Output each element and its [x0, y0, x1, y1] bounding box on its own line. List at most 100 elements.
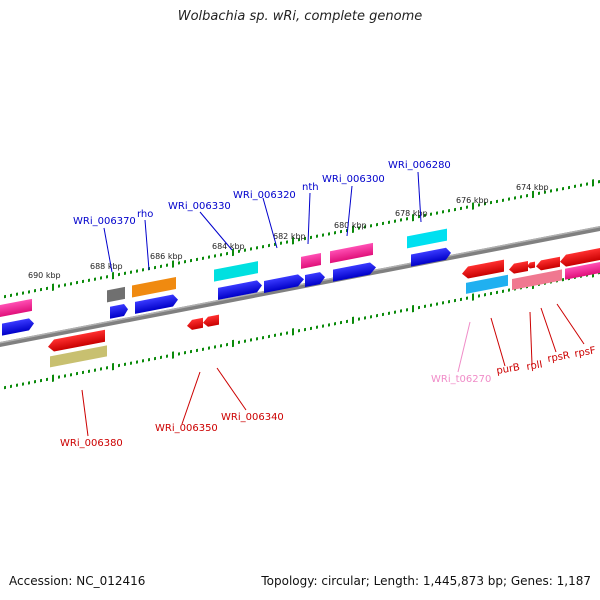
gene-label-writ06270[interactable]: WRi_t06270	[431, 374, 491, 385]
minor-tick	[280, 241, 282, 245]
minor-tick	[562, 277, 564, 282]
major-tick	[412, 304, 414, 313]
minor-tick	[94, 368, 96, 372]
minor-tick	[460, 297, 462, 302]
minor-tick	[526, 193, 528, 198]
gene-arrow[interactable]	[48, 329, 105, 353]
gene-label-wri006370[interactable]: WRi_006370	[73, 216, 136, 227]
minor-tick	[424, 213, 426, 218]
gene-arrow[interactable]	[203, 314, 219, 328]
minor-tick	[448, 300, 450, 304]
minor-tick	[10, 293, 12, 298]
scale-label: 682 kbp	[273, 232, 306, 241]
minor-tick	[136, 269, 138, 273]
gene-arrow[interactable]	[509, 260, 528, 275]
gene-arrow[interactable]	[187, 317, 203, 331]
gene-arrow[interactable]	[2, 317, 34, 336]
minor-tick	[268, 243, 270, 248]
leader-line	[346, 185, 353, 237]
minor-tick	[298, 329, 300, 333]
gene-arrow[interactable]	[527, 261, 535, 270]
minor-tick	[226, 251, 228, 256]
major-tick	[232, 248, 234, 257]
gene-label-wri006330[interactable]: WRi_006330	[168, 201, 231, 212]
gene-block[interactable]	[565, 262, 600, 280]
gene-label-wri006340[interactable]: WRi_006340	[221, 412, 284, 423]
minor-tick	[508, 197, 510, 201]
minor-tick	[448, 209, 450, 213]
gene-arrow[interactable]	[305, 271, 325, 288]
gene-arrow[interactable]	[462, 259, 504, 280]
gene-label-wri006300[interactable]: WRi_006300	[322, 174, 385, 185]
leader-line	[199, 211, 233, 251]
minor-tick	[304, 327, 306, 332]
gene-arrow[interactable]	[560, 248, 600, 268]
gene-block[interactable]	[301, 252, 321, 269]
minor-tick	[208, 346, 210, 350]
minor-tick	[244, 339, 246, 343]
gene-block[interactable]	[50, 345, 107, 368]
gene-arrow[interactable]	[110, 303, 128, 319]
scale-label: 676 kbp	[456, 196, 489, 205]
gene-arrow[interactable]	[135, 294, 178, 314]
gene-label-nth[interactable]: nth	[302, 182, 319, 193]
minor-tick	[220, 253, 222, 257]
major-tick	[52, 283, 54, 291]
gene-label-rpsr[interactable]: rpsR	[547, 350, 571, 365]
gene-block[interactable]	[512, 269, 562, 291]
minor-tick	[166, 263, 168, 267]
minor-tick	[262, 244, 264, 249]
scale-label: 690 kbp	[28, 271, 61, 280]
minor-tick	[178, 352, 180, 356]
minor-tick	[244, 248, 246, 252]
gene-arrow[interactable]	[536, 256, 560, 272]
gene-block[interactable]	[107, 286, 125, 303]
minor-tick	[280, 332, 282, 336]
gene-block[interactable]	[330, 242, 373, 264]
minor-tick	[142, 359, 144, 363]
minor-tick	[562, 186, 564, 191]
gene-label-rpli[interactable]: rplI	[526, 359, 544, 373]
gene-arrow[interactable]	[218, 279, 262, 300]
minor-tick	[190, 349, 192, 354]
minor-tick	[568, 185, 570, 190]
major-tick	[292, 328, 294, 336]
minor-tick	[262, 335, 264, 340]
minor-tick	[538, 191, 540, 196]
minor-tick	[364, 316, 366, 320]
gene-block[interactable]	[466, 274, 508, 294]
minor-tick	[58, 284, 60, 288]
gene-label-wri006380[interactable]: WRi_006380	[60, 438, 123, 449]
gene-label-wri006350[interactable]: WRi_006350	[155, 423, 218, 434]
major-tick	[532, 190, 534, 199]
gene-block[interactable]	[0, 298, 32, 317]
minor-tick	[328, 323, 330, 327]
leader-line	[181, 371, 201, 425]
minor-tick	[310, 326, 312, 331]
minor-tick	[268, 334, 270, 339]
gene-arrow[interactable]	[411, 247, 451, 267]
minor-tick	[28, 381, 30, 385]
minor-tick	[556, 188, 558, 192]
minor-tick	[208, 255, 210, 259]
minor-tick	[376, 313, 378, 318]
minor-tick	[196, 257, 198, 262]
gene-block[interactable]	[132, 276, 176, 298]
gene-block[interactable]	[407, 228, 447, 249]
gene-block[interactable]	[214, 261, 258, 282]
scale-label: 678 kbp	[395, 209, 428, 218]
minor-tick	[22, 291, 24, 295]
minor-tick	[124, 362, 126, 367]
minor-tick	[502, 198, 504, 202]
gene-label-rho[interactable]: rho	[137, 209, 153, 220]
gene-arrow[interactable]	[333, 261, 376, 282]
gene-arrow[interactable]	[264, 273, 304, 293]
gene-label-wri006280[interactable]: WRi_006280	[388, 160, 451, 171]
minor-tick	[250, 247, 252, 251]
minor-tick	[454, 298, 456, 303]
minor-tick	[376, 222, 378, 227]
major-tick	[412, 213, 414, 222]
gene-label-rpsf[interactable]: rpsF	[574, 345, 597, 360]
gene-label-purb[interactable]: purB	[496, 362, 521, 377]
gene-label-wri006320[interactable]: WRi_006320	[233, 190, 296, 201]
